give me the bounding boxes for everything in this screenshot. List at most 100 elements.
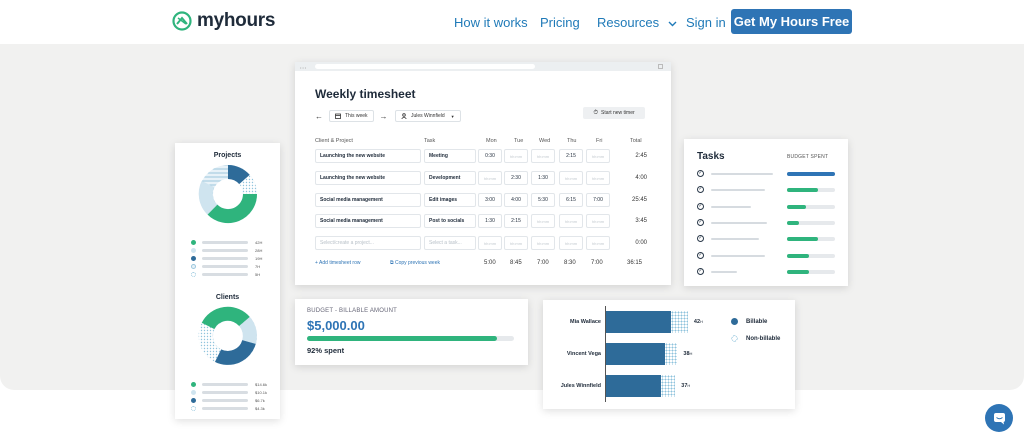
clients-legend-item: $10.1k: [191, 389, 267, 395]
row-total: 0:00: [635, 240, 647, 246]
hours-input[interactable]: 0:30: [478, 149, 502, 163]
hours-input[interactable]: hh:mm: [531, 236, 555, 250]
task-row: ✓: [697, 202, 837, 211]
arrow-left-icon[interactable]: ←: [315, 111, 323, 121]
hours-input[interactable]: hh:mm: [531, 149, 555, 163]
projects-title: Projects: [213, 152, 242, 159]
start-new-timer-button[interactable]: ⏱ Start new timer: [583, 107, 645, 119]
task-field[interactable]: Development: [424, 171, 476, 185]
task-name-placeholder: [711, 254, 765, 257]
budget-track: [787, 172, 835, 176]
legend-bar: [202, 406, 248, 410]
legend-billable: Billable: [731, 318, 767, 325]
hours-input[interactable]: hh:mm: [586, 171, 610, 185]
brand-logo[interactable]: myhours: [172, 10, 275, 32]
project-field[interactable]: Launching the new website: [315, 171, 421, 185]
chart-axis: [605, 306, 606, 402]
hours-input[interactable]: hh:mm: [478, 171, 502, 185]
hours-input[interactable]: hh:mm: [559, 171, 583, 185]
period-selector[interactable]: This week: [329, 110, 374, 122]
clients-donut-chart: [198, 306, 257, 365]
arrow-right-icon[interactable]: →: [379, 111, 388, 121]
budget-track: [787, 269, 835, 274]
project-field[interactable]: Launching the new website: [315, 149, 421, 163]
budget-spent-text: 92% spent: [307, 346, 345, 355]
projects-clients-card: Projects 42H 28H 19H 7H 5H Clients $14.6…: [175, 143, 280, 419]
header-tue: Tue: [514, 138, 524, 144]
check-circle-icon: ✓: [697, 251, 704, 259]
project-field[interactable]: Social media management: [315, 214, 421, 228]
hours-input[interactable]: hh:mm: [559, 236, 583, 250]
header-thu: Thu: [567, 138, 577, 144]
user-name: Jules Winnfield: [411, 113, 445, 119]
hours-input[interactable]: 1:30: [531, 171, 555, 185]
check-circle-icon: ✓: [697, 170, 704, 177]
task-field[interactable]: Select a task...: [424, 236, 476, 250]
hours-input[interactable]: hh:mm: [478, 236, 502, 250]
nav-pricing[interactable]: Pricing: [540, 15, 580, 30]
hours-input[interactable]: 2:15: [504, 214, 528, 228]
nonbillable-swatch: [731, 335, 738, 342]
hours-input[interactable]: 3:00: [478, 193, 502, 207]
hours-input[interactable]: hh:mm: [504, 236, 528, 250]
day-total-thu: 8:30: [564, 260, 576, 266]
project-field[interactable]: Social media management: [315, 193, 421, 207]
hours-value: 38H: [683, 351, 692, 357]
hours-input[interactable]: 1:30: [478, 214, 502, 228]
legend-value: 7H: [255, 263, 261, 269]
hours-input[interactable]: 6:15: [559, 193, 583, 207]
row-total: 4:00: [635, 175, 647, 181]
task-row: ✓: [697, 218, 837, 227]
project-field[interactable]: Select/create a project...: [315, 236, 421, 250]
task-row: ✓: [697, 235, 837, 243]
hours-unit: H: [700, 319, 703, 324]
budget-track: [787, 188, 835, 193]
hours-input[interactable]: hh:mm: [559, 214, 583, 228]
hours-input[interactable]: hh:mm: [504, 149, 528, 163]
hours-input[interactable]: 2:30: [504, 171, 528, 185]
chat-icon: [993, 412, 1005, 424]
legend-dot: [191, 271, 196, 277]
budget-fill: [787, 172, 835, 176]
task-field[interactable]: Edit images: [424, 193, 476, 207]
projects-donut-chart: [198, 165, 258, 224]
budget-spent-label: BUDGET SPENT: [787, 154, 829, 160]
calendar-icon: [335, 113, 341, 119]
nav-how-it-works[interactable]: How it works: [454, 15, 528, 30]
day-total-tue: 8:45: [510, 260, 522, 266]
add-timesheet-row-link[interactable]: + Add timesheet row: [315, 260, 360, 266]
billable-swatch: [731, 318, 738, 325]
task-field[interactable]: Meeting: [424, 149, 476, 163]
nav-resources[interactable]: Resources: [597, 15, 677, 30]
nav-sign-in[interactable]: Sign in: [686, 15, 726, 30]
hours-input[interactable]: hh:mm: [531, 214, 555, 228]
hours-input[interactable]: 2:15: [559, 149, 583, 163]
legend-dot: [191, 239, 196, 245]
nonbillable-label: Non-billable: [746, 335, 781, 342]
hours-input[interactable]: hh:mm: [586, 214, 610, 228]
legend-dot: [191, 397, 196, 403]
hours-input[interactable]: hh:mm: [586, 236, 610, 250]
hours-input[interactable]: 5:30: [531, 193, 555, 207]
projects-legend-item: 5H: [191, 271, 260, 277]
legend-dot: [191, 247, 196, 253]
legend-bar: [202, 256, 248, 260]
person-name: Mia Wallace: [570, 319, 601, 325]
hours-input[interactable]: 7:00: [586, 193, 610, 207]
budget-track: [787, 253, 835, 258]
nonbillable-bar: [660, 375, 676, 397]
add-row-label: Add timesheet row: [319, 260, 361, 266]
hours-input[interactable]: 4:00: [504, 193, 528, 207]
row-total: 3:45: [635, 218, 647, 224]
grand-total: 36:15: [627, 260, 643, 266]
chat-button[interactable]: [985, 404, 1013, 432]
budget-track: [787, 237, 835, 242]
user-selector[interactable]: Jules Winnfield ▼: [395, 110, 461, 122]
budget-fill: [787, 269, 809, 274]
copy-previous-week-link[interactable]: ⧉ Copy previous week: [390, 260, 440, 266]
task-field[interactable]: Post to socials: [424, 214, 476, 228]
hours-value: 37H: [681, 383, 690, 389]
get-my-hours-free-button[interactable]: Get My Hours Free: [731, 9, 852, 34]
hours-input[interactable]: hh:mm: [586, 149, 610, 163]
copy-week-label: Copy previous week: [394, 260, 440, 266]
